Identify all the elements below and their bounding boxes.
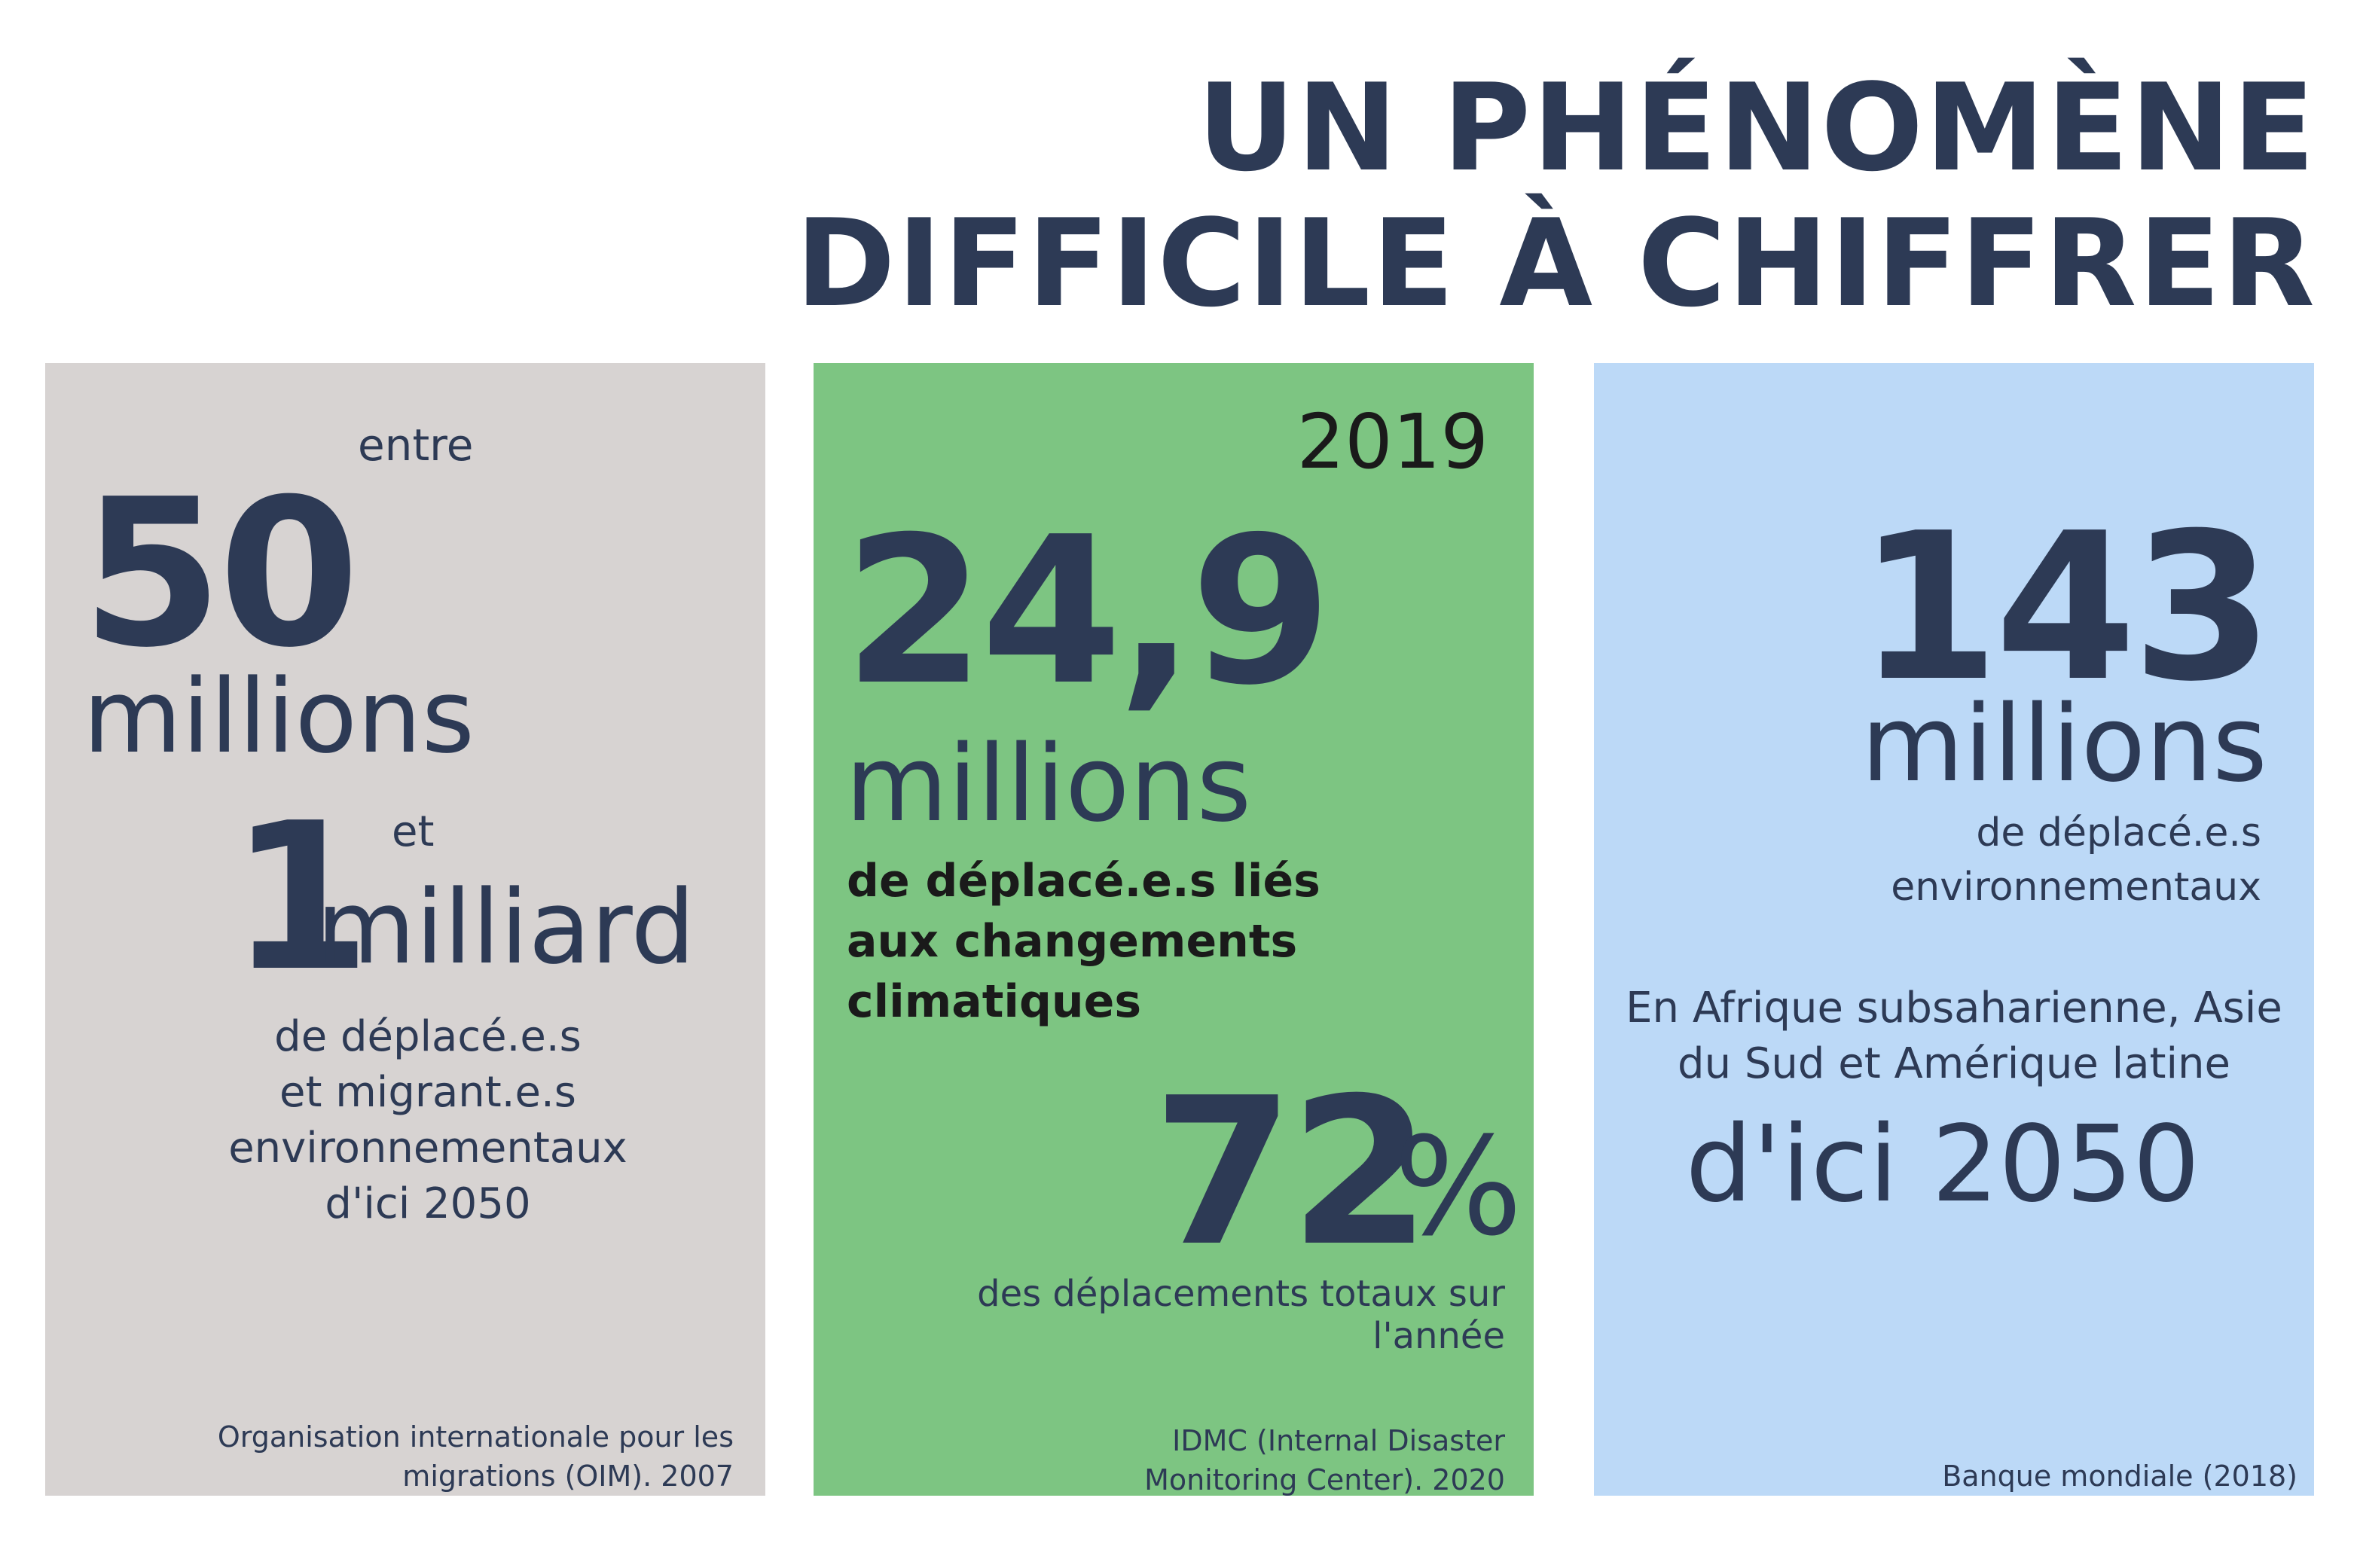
unit-milliard: milliard (316, 868, 696, 987)
figure-1: 1 (230, 779, 371, 1016)
figure-72: 72 (1153, 1054, 1431, 1291)
description-line: climatiques (847, 975, 1142, 1028)
figure-24-9: 24,9 (844, 493, 1332, 730)
source-line: Banque mondiale (2018) (1942, 1460, 2298, 1493)
source-citation: Organisation internationale pour les mig… (218, 1417, 734, 1496)
description-line: environnementaux (228, 1124, 627, 1173)
regions-line: du Sud et Amérique latine (1678, 1039, 2230, 1088)
description-line: de déplacé.e.s liés (847, 855, 1320, 908)
panel-idmc: 2019 24,9 millions de déplacé.e.s liés a… (814, 363, 1534, 1496)
description-line: de déplacé.e.s (1976, 810, 2261, 856)
description-line: et migrant.e.s (279, 1068, 576, 1117)
source-line: migrations (OIM). 2007 (402, 1460, 734, 1493)
description-line: des déplacements totaux sur (977, 1273, 1505, 1315)
description-line: aux changements (847, 915, 1298, 968)
regions-text: En Afrique subsaharienne, Asie du Sud et… (1594, 981, 2314, 1092)
title-line-1: UN PHÉNOMÈNE (1197, 57, 2316, 198)
title-line-2: DIFFICILE À CHIFFRER (795, 193, 2316, 334)
horizon-text: d'ici 2050 (1685, 1103, 2200, 1226)
source-citation: Banque mondiale (2018) (1942, 1457, 2298, 1496)
source-line: Organisation internationale pour les (217, 1420, 734, 1454)
year-label: 2019 (1296, 398, 1489, 486)
regions-line: En Afrique subsaharienne, Asie (1626, 984, 2282, 1033)
unit-millions: millions (845, 723, 1252, 846)
page-title: UN PHÉNOMÈNE DIFFICILE À CHIFFRER (795, 60, 2316, 331)
unit-millions: millions (83, 657, 475, 776)
percent-sign: % (1394, 1109, 1523, 1266)
panel-description: de déplacé.e.s liés aux changements clim… (847, 851, 1320, 1032)
source-line: Monitoring Center). 2020 (1144, 1463, 1505, 1496)
description-line: environnementaux (1891, 865, 2261, 910)
panel-banque-mondiale: 143 millions de déplacé.e.s environnemen… (1594, 363, 2314, 1496)
intro-text: entre (358, 419, 474, 471)
percent-description: des déplacements totaux sur l'année (977, 1273, 1505, 1357)
figure-143: 143 (1858, 489, 2273, 726)
description-line: l'année (1372, 1315, 1505, 1357)
description-line: d'ici 2050 (325, 1179, 531, 1228)
source-line: IDMC (Internal Disaster (1172, 1424, 1505, 1457)
panel-description: de déplacé.e.s environnementaux (1891, 806, 2261, 914)
connector-et: et (392, 807, 435, 856)
source-citation: IDMC (Internal Disaster Monitoring Cente… (1144, 1421, 1505, 1499)
description-line: de déplacé.e.s (274, 1012, 582, 1061)
panel-oim: entre 50 millions et 1 milliard de dépla… (45, 363, 765, 1496)
panel-description: de déplacé.e.s et migrant.e.s environnem… (45, 1009, 765, 1232)
unit-millions: millions (1861, 683, 2267, 806)
figure-50: 50 (81, 455, 360, 692)
